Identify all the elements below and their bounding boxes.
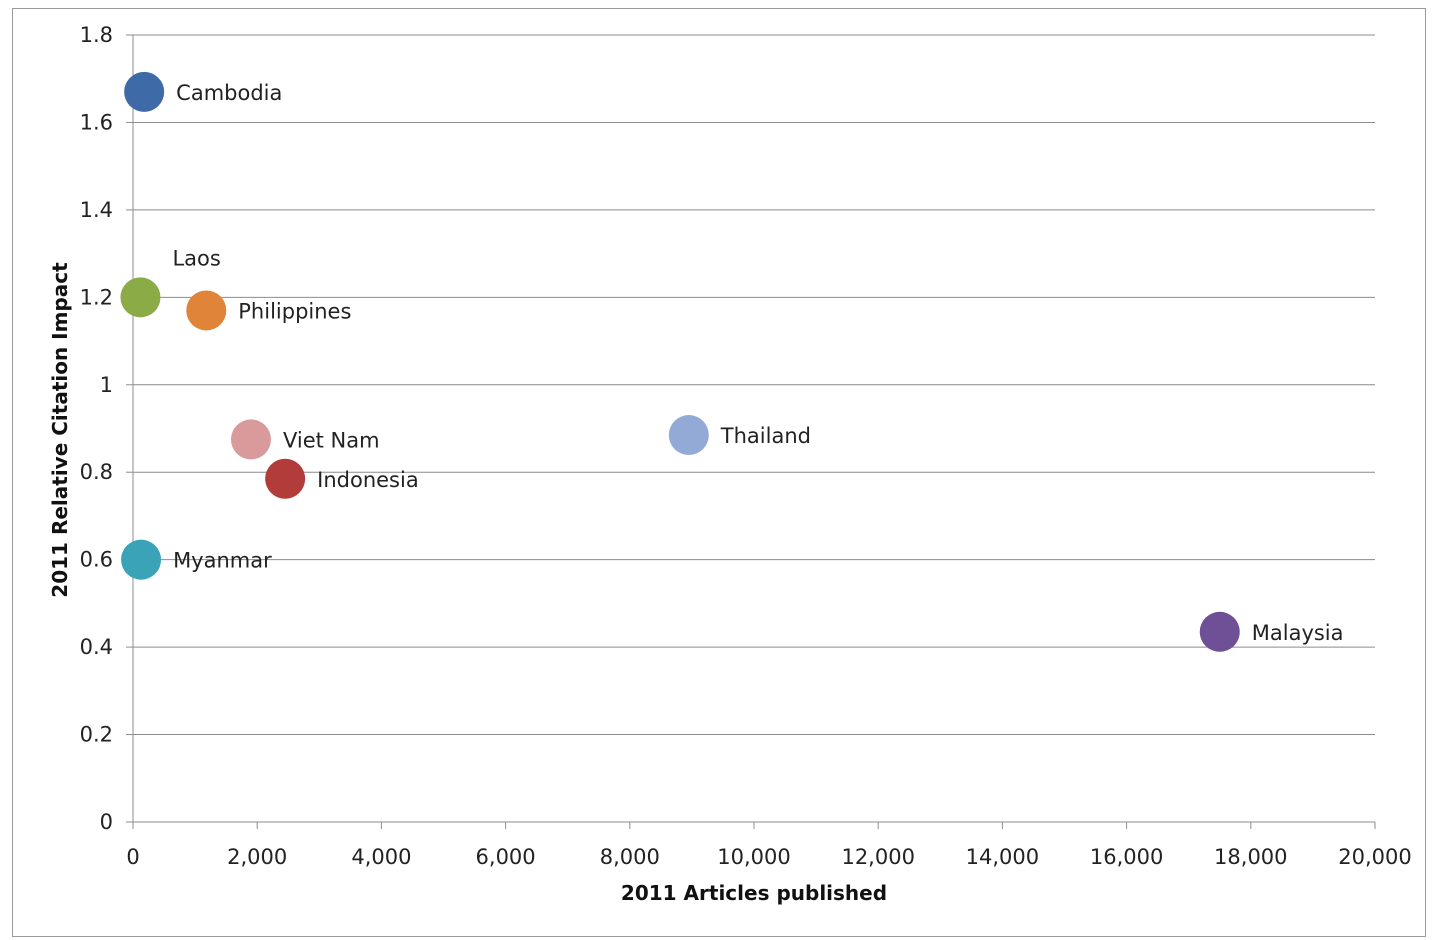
point-label: Viet Nam	[283, 428, 380, 452]
point-indonesia	[265, 458, 306, 499]
point-label: Malaysia	[1252, 621, 1344, 645]
y-tick-label: 1.2	[80, 285, 113, 309]
point-label: Myanmar	[173, 549, 272, 573]
x-tick-label: 12,000	[841, 845, 914, 869]
x-tick-label: 6,000	[476, 845, 536, 869]
x-tick-label: 8,000	[600, 845, 660, 869]
point-label: Philippines	[238, 299, 351, 323]
y-axis-title: 2011 Relative Citation Impact	[48, 262, 72, 598]
x-tick-label: 16,000	[1090, 845, 1163, 869]
point-laos	[120, 277, 161, 318]
x-tick-label: 0	[126, 845, 139, 869]
point-label: Indonesia	[317, 468, 419, 492]
point-label: Laos	[172, 246, 220, 270]
point-myanmar	[121, 539, 162, 580]
point-viet-nam	[230, 419, 271, 460]
point-label: Cambodia	[176, 81, 282, 105]
y-tick-label: 0.8	[80, 460, 113, 484]
point-thailand	[668, 415, 709, 456]
x-tick-label: 2,000	[227, 845, 287, 869]
axis-layer	[126, 34, 1376, 829]
y-tick-label: 0.2	[80, 723, 113, 747]
x-tick-label: 14,000	[966, 845, 1039, 869]
y-tick-label: 1.6	[80, 110, 113, 134]
x-tick-label: 18,000	[1214, 845, 1287, 869]
y-tick-label: 1.8	[80, 23, 113, 47]
point-malaysia	[1199, 611, 1240, 652]
x-tick-label: 10,000	[717, 845, 790, 869]
point-labels: Cambodia Laos Philippines Viet Nam Indonesia…	[172, 81, 1343, 645]
x-axis-title: 2011 Articles published	[621, 881, 887, 905]
x-tick-label: 4,000	[351, 845, 411, 869]
point-label: Thailand	[720, 424, 811, 448]
y-tick-label: 1	[100, 373, 113, 397]
y-tick-label: 0	[100, 810, 113, 834]
y-tick-label: 1.4	[80, 198, 113, 222]
x-tick-label: 20,000	[1338, 845, 1411, 869]
tick-labels: 0 0.2 0.4 0.6 0.8 1 1.2 1.4 1.6 1.8 0 2,000 4,000 6,0…	[80, 23, 1412, 869]
data-points	[120, 71, 1240, 652]
point-cambodia	[124, 71, 165, 112]
grid-layer	[133, 34, 1375, 736]
y-tick-label: 0.6	[80, 548, 113, 572]
y-tick-label: 0.4	[80, 635, 113, 659]
point-philippines	[186, 290, 227, 331]
